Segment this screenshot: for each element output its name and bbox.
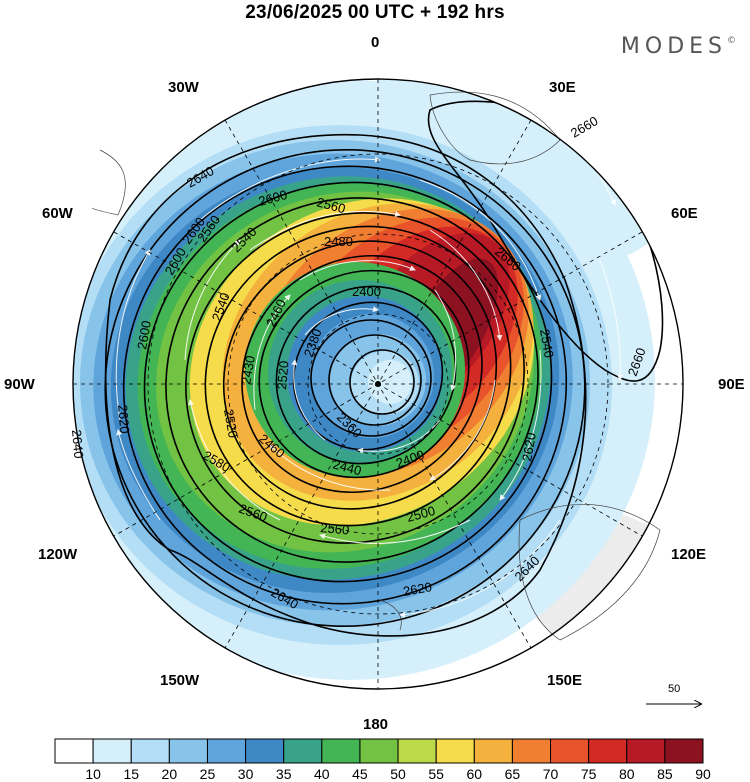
- colorbar-swatch: [130, 738, 170, 764]
- lon-label-90e: 90E: [718, 376, 745, 393]
- lon-label-0: 0: [371, 34, 380, 51]
- contour-label: 2540: [537, 328, 557, 359]
- contour-2540: [185, 212, 525, 544]
- colorbar-swatch: [54, 738, 94, 764]
- contour-label: 2620: [115, 404, 132, 434]
- colorbar-tick-label: 65: [504, 766, 521, 782]
- lon-label-180: 180: [363, 716, 389, 733]
- contour-2400: [310, 319, 432, 437]
- contour-2380: [328, 334, 422, 426]
- lon-label-150e: 150E: [547, 672, 583, 689]
- colorbar-swatch: [359, 738, 399, 764]
- colorbar-swatch: [283, 738, 323, 764]
- brand-mark: ©: [727, 36, 736, 46]
- colorbar-swatch: [435, 738, 475, 764]
- lon-label-30e: 30E: [549, 79, 576, 96]
- contour-label: 2500: [405, 503, 437, 525]
- colorbar-tick-label: 70: [542, 766, 559, 782]
- colorbar-swatch: [245, 738, 285, 764]
- colorbar: [54, 738, 704, 764]
- lon-label-60w: 60W: [42, 205, 73, 222]
- contour-2360: [349, 349, 415, 415]
- lon-label-120e: 120E: [671, 546, 707, 563]
- colorbar-swatch: [511, 738, 552, 764]
- coastlines: [91, 91, 661, 641]
- colorbar-tick-label: 85: [657, 766, 673, 782]
- contour-label: 2560: [315, 194, 347, 216]
- brand-logo: MODES©: [621, 34, 736, 59]
- contour-label: 2520: [221, 408, 241, 439]
- colorbar-tick-label: 20: [161, 766, 178, 782]
- contour-label: 2520: [274, 360, 291, 390]
- map-boundary: [72, 78, 684, 690]
- wind-streamlines: [115, 119, 624, 618]
- contour-label: 2600: [134, 319, 154, 350]
- colorbar-tick-label: 35: [275, 766, 292, 782]
- colorbar-swatch: [550, 738, 590, 764]
- contour-2460: [258, 269, 470, 479]
- lon-label-120w: 120W: [38, 546, 78, 563]
- colorbar-swatch: [626, 738, 666, 764]
- antarctica-land: [92, 150, 135, 215]
- contour-2600: [122, 165, 568, 605]
- lon-label-150w: 150W: [160, 672, 200, 689]
- colorbar-tick-label: 80: [618, 766, 635, 782]
- colorbar-swatch: [397, 738, 437, 764]
- contour-2580: [143, 181, 553, 583]
- colorbar-tick-label: 30: [237, 766, 254, 782]
- wind-reference-value: 50: [668, 683, 681, 695]
- contour-label: 2600: [257, 187, 289, 209]
- lon-label-60e: 60E: [671, 205, 698, 222]
- colorbar-swatch: [206, 738, 247, 764]
- colorbar-tick-label: 10: [85, 766, 101, 782]
- contour-label: 2620: [519, 431, 539, 462]
- contour-label: 2620: [402, 579, 433, 599]
- contour-label: 2430: [238, 354, 258, 385]
- colorbar-swatch: [92, 738, 132, 764]
- contour-label: 2480: [324, 234, 353, 249]
- colorbar-tick-label: 40: [314, 766, 330, 782]
- colorbar-swatch: [664, 738, 704, 764]
- contour-2560: [165, 197, 539, 563]
- colorbar-tick-label: 75: [580, 766, 597, 782]
- contour-2500: [222, 240, 498, 510]
- colorbar-tick-label: 60: [466, 766, 483, 782]
- contour-label: 2640: [69, 429, 86, 459]
- colorbar-swatch: [473, 738, 513, 764]
- arrow-right-icon: [646, 697, 707, 711]
- colorbar-tick-label: 45: [352, 766, 368, 782]
- contour-label: 2560: [320, 520, 350, 537]
- colorbar-swatch: [168, 738, 208, 764]
- colorbar-tick-label: 50: [390, 766, 406, 782]
- contour-label: 2400: [352, 284, 381, 299]
- colorbar-tick-label: 25: [199, 766, 216, 782]
- brand-name: MODES: [620, 34, 727, 59]
- contour-2520: [204, 225, 512, 527]
- colorbar-tick-label: 90: [695, 766, 711, 782]
- contour-2640-outer: [104, 133, 587, 637]
- contour-label: 2660: [568, 113, 601, 140]
- lon-label-30w: 30W: [168, 79, 199, 96]
- polar-stereographic-map: 2660 2660 2660 2640 2640 2620 2640 2640 …: [69, 78, 684, 690]
- contour-2480: [241, 254, 483, 494]
- contour-label: 2440: [331, 456, 363, 478]
- contour-2440: [275, 285, 457, 465]
- map-title: 23/06/2025 00 UTC + 192 hrs: [245, 2, 505, 23]
- colorbar-tick-label: 15: [123, 766, 140, 782]
- colorbar-tick-label: 55: [428, 766, 444, 782]
- lon-label-90w: 90W: [4, 376, 35, 393]
- south-pole-marker: [375, 381, 381, 387]
- colorbar-swatch: [321, 738, 361, 764]
- colorbar-swatch: [588, 738, 628, 764]
